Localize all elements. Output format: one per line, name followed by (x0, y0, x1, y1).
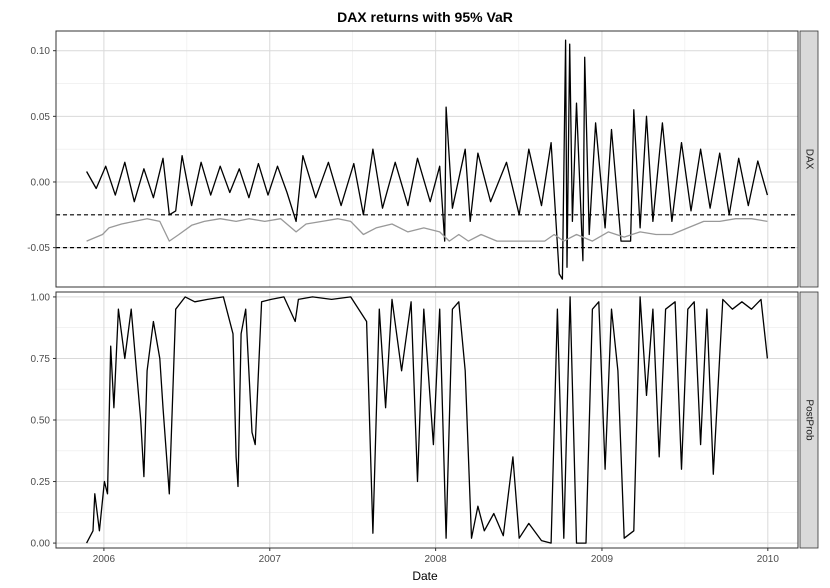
y-tick-label: 1.00 (31, 292, 51, 303)
panel-border (55, 30, 799, 288)
y-tick-label: 0.50 (31, 416, 51, 427)
y-tick-label: 0.75 (31, 354, 51, 365)
facet-strip (799, 291, 819, 549)
x-tick-label: 2008 (425, 554, 448, 565)
facet-strip (799, 30, 819, 288)
chart-title: DAX returns with 95% VaR (337, 9, 513, 25)
series-line-0 (86, 296, 769, 544)
panel-dax: -0.05 0.00 0.05 0.10 DAX (27, 30, 819, 288)
panel-postprob: 0.00 0.25 0.50 0.75 1.00 PostProb (31, 291, 819, 550)
y-tick-label: 0.05 (31, 112, 51, 123)
y-tick-label: 0.00 (31, 177, 51, 188)
x-tick-label: 2006 (93, 554, 116, 565)
y-tick-label: 0.00 (31, 539, 51, 550)
facet-strip-label: DAX (803, 149, 814, 170)
y-tick-label: -0.05 (27, 243, 50, 254)
panel-border (55, 291, 799, 549)
series-line-1 (86, 218, 768, 242)
x-tick-label: 2007 (259, 554, 282, 565)
x-axis-title: Date (412, 569, 438, 583)
panel-background (56, 31, 798, 287)
y-tick-label: 0.10 (31, 46, 51, 57)
x-tick-label: 2010 (757, 554, 780, 565)
x-tick-label: 2009 (591, 554, 614, 565)
facet-strip-label: PostProb (803, 399, 814, 441)
y-tick-label: 0.25 (31, 477, 51, 488)
x-axis: 2006 2007 2008 2009 2010 (93, 548, 780, 565)
series-line-0 (86, 39, 769, 280)
